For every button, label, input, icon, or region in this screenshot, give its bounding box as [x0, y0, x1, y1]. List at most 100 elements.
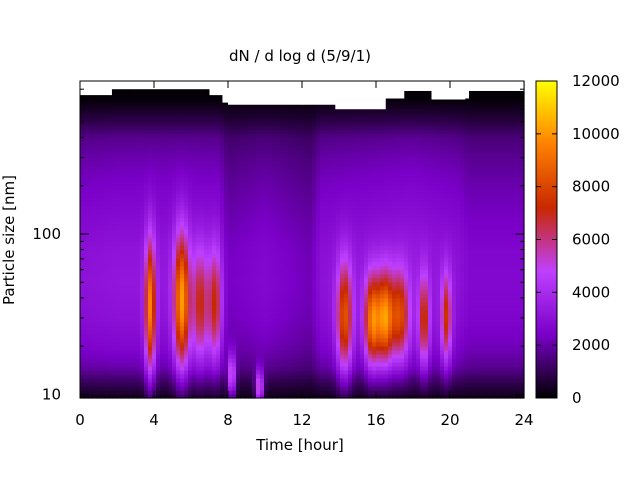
- heatmap-cell: [284, 341, 289, 347]
- heatmap-cell: [220, 245, 225, 251]
- heatmap-cell: [248, 225, 253, 231]
- heatmap-cell: [244, 269, 249, 275]
- heatmap-cell: [256, 381, 261, 387]
- heatmap-cell: [228, 345, 233, 351]
- heatmap-cell: [160, 393, 165, 399]
- heatmap-cell: [284, 197, 289, 202]
- heatmap-cell: [220, 265, 225, 271]
- heatmap-cell: [160, 125, 165, 130]
- heatmap-cell: [124, 377, 129, 383]
- heatmap-cell: [108, 113, 113, 118]
- heatmap-cell: [188, 297, 193, 303]
- heatmap-cell: [120, 221, 125, 227]
- heatmap-cell: [308, 393, 313, 399]
- heatmap-cell: [176, 181, 181, 186]
- heatmap-cell: [108, 177, 113, 182]
- heatmap-cell: [140, 157, 145, 162]
- heatmap-cell: [160, 337, 165, 343]
- heatmap-cell: [216, 157, 221, 162]
- heatmap-cell: [276, 257, 281, 263]
- heatmap-cell: [176, 265, 181, 271]
- heatmap-cell: [196, 209, 201, 215]
- heatmap-cell: [276, 189, 281, 194]
- heatmap-cell: [92, 269, 97, 275]
- heatmap-cell: [288, 201, 293, 206]
- heatmap-cell: [160, 89, 165, 94]
- heatmap-cell: [264, 325, 269, 331]
- heatmap-cell: [328, 361, 333, 367]
- heatmap-cell: [92, 213, 97, 219]
- heatmap-cell: [272, 297, 277, 303]
- heatmap-cell: [204, 101, 209, 106]
- heatmap-cell: [220, 321, 225, 327]
- heatmap-cell: [152, 153, 157, 158]
- heatmap-cell: [320, 217, 325, 223]
- heatmap-cell: [200, 393, 205, 399]
- heatmap-cell: [148, 337, 153, 343]
- heatmap-cell: [272, 289, 277, 295]
- heatmap-cell: [160, 193, 165, 198]
- heatmap-cell: [296, 201, 301, 206]
- heatmap-cell: [208, 369, 213, 375]
- heatmap-cell: [288, 193, 293, 198]
- heatmap-cell: [208, 193, 213, 198]
- heatmap-cell: [88, 365, 93, 371]
- heatmap-cell: [296, 373, 301, 379]
- heatmap-cell: [216, 261, 221, 267]
- heatmap-cell: [92, 385, 97, 391]
- heatmap-cell: [244, 317, 249, 323]
- heatmap-cell: [200, 365, 205, 371]
- heatmap-cell: [160, 221, 165, 227]
- heatmap-cell: [92, 97, 97, 102]
- heatmap-cell: [144, 329, 149, 335]
- heatmap-cell: [276, 157, 281, 162]
- heatmap-cell: [220, 193, 225, 198]
- heatmap-cell: [136, 149, 141, 154]
- heatmap-cell: [188, 245, 193, 251]
- heatmap-cell: [208, 277, 213, 283]
- heatmap-cell: [212, 101, 217, 106]
- heatmap-cell: [292, 137, 297, 142]
- heatmap-cell: [100, 357, 105, 363]
- heatmap-cell: [232, 209, 237, 215]
- heatmap-cell: [172, 317, 177, 323]
- heatmap-cell: [132, 193, 137, 198]
- heatmap-cell: [304, 297, 309, 303]
- heatmap-cell: [208, 133, 213, 138]
- heatmap-cell: [88, 125, 93, 130]
- heatmap-cell: [168, 89, 173, 94]
- heatmap-cell: [252, 377, 257, 383]
- heatmap-cell: [152, 345, 157, 351]
- heatmap-cell: [236, 177, 241, 182]
- heatmap-cell: [256, 341, 261, 347]
- heatmap-cell: [232, 149, 237, 154]
- heatmap-cell: [328, 133, 333, 138]
- heatmap-cell: [312, 245, 317, 251]
- heatmap-cell: [140, 357, 145, 363]
- heatmap-cell: [280, 389, 285, 395]
- heatmap-cell: [216, 93, 221, 98]
- heatmap-cell: [260, 189, 265, 194]
- heatmap-cell: [172, 137, 177, 142]
- heatmap-cell: [128, 385, 133, 391]
- heatmap-cell: [316, 181, 321, 186]
- heatmap-cell: [324, 341, 329, 347]
- heatmap-cell: [244, 165, 249, 170]
- heatmap-cell: [208, 289, 213, 295]
- heatmap-cell: [224, 345, 229, 351]
- heatmap-cell: [120, 193, 125, 198]
- heatmap-cell: [220, 221, 225, 227]
- heatmap-cell: [96, 305, 101, 311]
- heatmap-cell: [152, 261, 157, 267]
- heatmap-cell: [176, 113, 181, 118]
- heatmap-cell: [188, 97, 193, 102]
- heatmap-cell: [148, 121, 153, 126]
- heatmap-cell: [132, 229, 137, 235]
- heatmap-cell: [312, 381, 317, 387]
- heatmap-cell: [184, 265, 189, 271]
- heatmap-cell: [120, 249, 125, 255]
- heatmap-cell: [164, 377, 169, 383]
- heatmap-cell: [80, 373, 85, 379]
- heatmap-cell: [236, 157, 241, 162]
- heatmap-cell: [248, 285, 253, 291]
